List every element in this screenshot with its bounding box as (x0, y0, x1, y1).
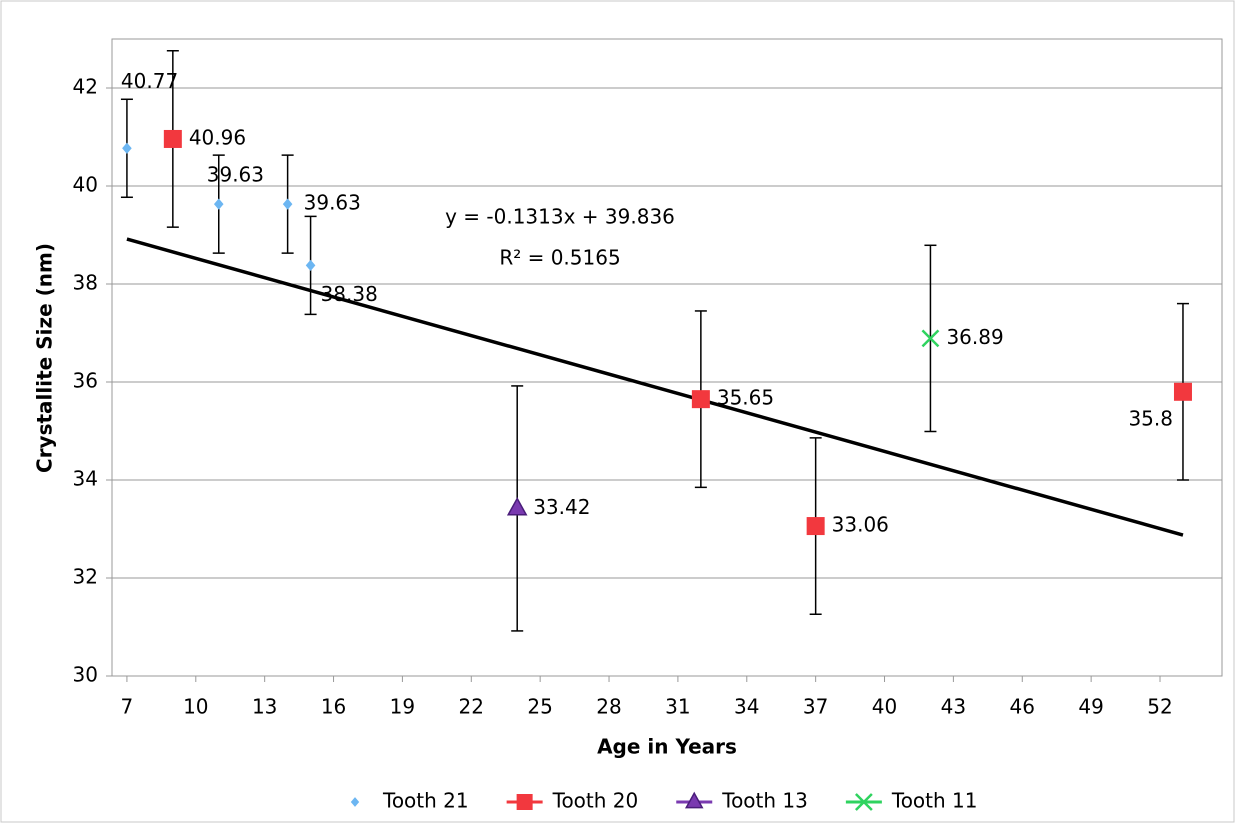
legend-item: Tooth 21 (350, 789, 469, 813)
x-tick-label: 7 (121, 695, 134, 719)
x-tick-label: 19 (390, 695, 415, 719)
x-tick-label: 40 (872, 695, 897, 719)
x-tick-label: 28 (596, 695, 621, 719)
data-label: 39.63 (207, 163, 264, 187)
data-label: 35.65 (717, 386, 774, 410)
data-point (506, 496, 528, 516)
x-tick-label: 13 (252, 695, 277, 719)
y-tick-label: 38 (73, 271, 98, 295)
y-axis-title: Crystallite Size (nm) (33, 243, 57, 473)
data-point (213, 198, 224, 210)
legend-label: Tooth 13 (721, 789, 808, 813)
x-tick-label: 49 (1078, 695, 1103, 719)
data-label: 36.89 (946, 325, 1003, 349)
legend-marker (350, 797, 360, 807)
data-point (1173, 382, 1192, 401)
legend-label: Tooth 11 (891, 789, 978, 813)
y-tick-label: 30 (73, 663, 98, 687)
data-point (921, 329, 940, 348)
legend-item: Tooth 13 (676, 789, 808, 813)
x-tick-label: 46 (1010, 695, 1035, 719)
data-point (691, 390, 710, 409)
x-axis-title: Age in Years (597, 735, 737, 759)
data-point (305, 259, 316, 271)
data-point (282, 198, 293, 210)
x-tick-label: 37 (803, 695, 828, 719)
data-label: 35.8 (1128, 406, 1173, 430)
x-tick-label: 31 (665, 695, 690, 719)
x-tick-label: 43 (941, 695, 966, 719)
data-label: 40.96 (189, 125, 246, 149)
legend-item: Tooth 20 (506, 789, 639, 813)
x-tick-label: 25 (527, 695, 552, 719)
legend-marker (516, 794, 533, 810)
y-tick-label: 34 (73, 467, 98, 491)
x-tick-label: 52 (1147, 695, 1172, 719)
y-tick-label: 32 (73, 565, 98, 589)
data-label: 39.63 (304, 191, 361, 215)
plot-area (111, 38, 1223, 677)
y-tick-label: 40 (73, 173, 98, 197)
data-point (806, 517, 825, 536)
data-label: 33.06 (832, 513, 889, 537)
legend-label: Tooth 21 (382, 789, 469, 813)
x-tick-label: 16 (321, 695, 346, 719)
trendline (126, 237, 1184, 537)
legend-marker (684, 791, 704, 809)
legend-label: Tooth 20 (552, 789, 639, 813)
legend-item: Tooth 11 (845, 789, 978, 813)
trendline-equation: y = -0.1313x + 39.836 (445, 205, 675, 229)
data-point (122, 142, 132, 154)
y-tick-label: 42 (73, 75, 98, 99)
data-label: 40.77 (121, 69, 178, 93)
data-label: 33.42 (533, 495, 590, 519)
data-point (163, 129, 182, 148)
data-label: 38.38 (321, 282, 378, 306)
x-tick-label: 34 (734, 695, 759, 719)
y-tick-label: 36 (73, 369, 98, 393)
x-tick-label: 22 (459, 695, 484, 719)
trendline-r2: R² = 0.5165 (499, 246, 620, 270)
x-tick-label: 10 (183, 695, 208, 719)
legend-marker (854, 793, 873, 811)
